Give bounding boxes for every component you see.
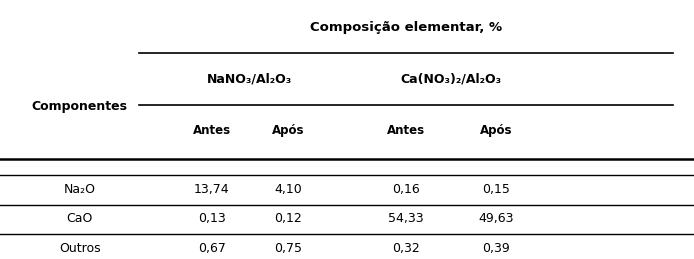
- Text: 0,32: 0,32: [392, 242, 420, 255]
- Text: Antes: Antes: [193, 124, 230, 137]
- Text: 0,75: 0,75: [274, 242, 302, 255]
- Text: 54,33: 54,33: [388, 212, 424, 225]
- Text: CaO: CaO: [67, 212, 93, 225]
- Text: 4,10: 4,10: [274, 183, 302, 196]
- Text: 0,13: 0,13: [198, 212, 226, 225]
- Text: Na₂O: Na₂O: [64, 183, 96, 196]
- Text: 0,16: 0,16: [392, 183, 420, 196]
- Text: Após: Após: [480, 124, 512, 137]
- Text: 0,12: 0,12: [274, 212, 302, 225]
- Text: Após: Após: [272, 124, 304, 137]
- Text: 0,67: 0,67: [198, 242, 226, 255]
- Text: 13,74: 13,74: [194, 183, 230, 196]
- Text: Ca(NO₃)₂/Al₂O₃: Ca(NO₃)₂/Al₂O₃: [400, 73, 502, 85]
- Text: 0,15: 0,15: [482, 183, 510, 196]
- Text: 0,39: 0,39: [482, 242, 510, 255]
- Text: 49,63: 49,63: [478, 212, 514, 225]
- Text: Antes: Antes: [387, 124, 425, 137]
- Text: Outros: Outros: [59, 242, 101, 255]
- Text: NaNO₃/Al₂O₃: NaNO₃/Al₂O₃: [208, 73, 292, 85]
- Text: Composição elementar, %: Composição elementar, %: [310, 21, 502, 34]
- Text: Componentes: Componentes: [32, 100, 128, 113]
